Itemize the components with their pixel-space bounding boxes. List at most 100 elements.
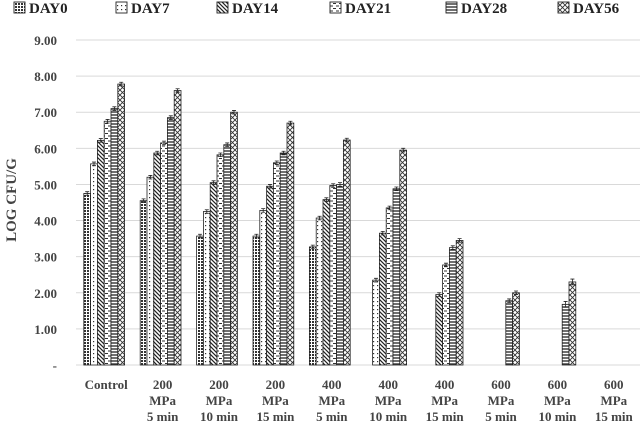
bar-day28-0 <box>110 108 119 366</box>
error-bar <box>218 152 223 158</box>
bar-day14-1 <box>153 152 162 366</box>
error-bar <box>444 262 448 268</box>
bar-day0-4 <box>308 246 317 366</box>
bar-day7-1 <box>146 176 155 366</box>
error-bar <box>98 138 103 143</box>
bar-day7-0 <box>90 163 98 366</box>
bar-day7-2 <box>202 211 211 366</box>
x-axis-category-labels: Control 200 MPa 5 min 200 MPa 10 min 200 MPa 15 m… <box>85 377 634 424</box>
legend-label-day7: DAY7 <box>131 1 170 17</box>
legend: DAY0 DAY7 DAY14 DAY21 DAY28 DAY56 <box>13 1 620 17</box>
bar-day21-2 <box>216 154 225 366</box>
error-bar <box>225 142 230 147</box>
bar-day7-5 <box>372 279 380 366</box>
legend-label-day14: DAY14 <box>232 1 279 17</box>
bar-day56-2 <box>230 111 238 366</box>
bar-day21-4 <box>329 185 337 366</box>
bar-day56-0 <box>117 83 126 366</box>
y-tick-label: 3.00 <box>34 250 57 265</box>
error-bar <box>450 245 455 250</box>
bar-day28-8 <box>561 303 570 366</box>
y-axis-title: LOG CFU/G <box>4 158 20 242</box>
y-tick-label: 1.00 <box>34 322 57 337</box>
y-tick-label: 6.00 <box>34 141 57 156</box>
error-bar <box>317 215 322 221</box>
y-tick-label: 5.00 <box>34 177 57 192</box>
y-tick-label: 8.00 <box>34 69 57 84</box>
bar-day28-6 <box>448 247 457 366</box>
error-bar <box>204 209 209 214</box>
bar-day21-0 <box>103 120 112 366</box>
bar-day56-4 <box>342 139 351 366</box>
error-bar <box>394 186 399 191</box>
bar-day28-4 <box>336 184 344 366</box>
error-bar <box>168 115 173 120</box>
error-bar <box>175 88 180 93</box>
bar-day56-8 <box>568 281 577 366</box>
bar-day14-2 <box>209 182 218 366</box>
x-category-label: Control <box>85 377 128 392</box>
error-bar <box>324 197 329 202</box>
bar-day56-3 <box>286 122 295 366</box>
error-bar <box>105 119 110 124</box>
y-tick-label: 9.00 <box>34 33 57 48</box>
legend-swatch-day56 <box>557 1 570 14</box>
legend-label-day0: DAY0 <box>29 1 68 17</box>
bar-day7-4 <box>315 217 324 366</box>
bar-day0-2 <box>196 235 204 366</box>
x-category-label: 200 MPa 15 min <box>256 377 295 424</box>
x-category-label: 400 MPa 10 min <box>369 377 408 424</box>
bar-day56-5 <box>399 149 407 366</box>
bar-day14-3 <box>266 185 274 366</box>
error-bar <box>162 140 166 146</box>
x-category-label: 200 MPa 10 min <box>200 377 239 424</box>
bar-day28-3 <box>279 152 288 366</box>
x-category-label: 200 MPa 5 min <box>147 377 179 424</box>
x-category-label: 600 MPa 5 min <box>485 377 517 424</box>
error-bar <box>563 301 568 308</box>
bar-day21-6 <box>442 264 450 366</box>
bar-day14-4 <box>322 199 331 366</box>
legend-swatch-day21 <box>329 1 342 14</box>
error-bar <box>374 277 378 283</box>
bar-day21-1 <box>160 142 168 366</box>
error-bar <box>457 238 462 243</box>
error-bar <box>401 147 406 153</box>
error-bar <box>261 208 266 213</box>
error-bar <box>274 160 279 165</box>
bar-day28-2 <box>223 144 232 366</box>
y-axis-tick-labels: - 1.00 2.00 3.00 4.00 5.00 6.00 7.00 8.00 9.00 <box>34 33 57 373</box>
error-bar <box>268 184 272 189</box>
error-bar <box>437 292 442 297</box>
y-tick-label: 4.00 <box>34 214 57 229</box>
x-category-label: 600 MPa 10 min <box>538 377 577 424</box>
error-bar <box>148 175 153 180</box>
y-tick-label: 2.00 <box>34 286 57 301</box>
bar-day7-3 <box>259 210 267 366</box>
error-bar <box>254 233 259 239</box>
legend-swatch-day28 <box>445 1 458 14</box>
error-bar <box>338 182 342 187</box>
error-bar <box>141 198 146 203</box>
bar-day21-5 <box>385 207 394 366</box>
x-category-label: 400 MPa 15 min <box>426 377 465 424</box>
error-bar <box>211 180 216 185</box>
error-bar <box>507 298 512 303</box>
bar-day0-1 <box>139 200 148 366</box>
error-bar <box>119 81 124 87</box>
bar-day56-1 <box>173 90 182 366</box>
error-bar <box>85 191 90 196</box>
y-tick-label: - <box>53 358 57 373</box>
error-bar <box>570 278 575 286</box>
bar-day14-5 <box>378 232 387 366</box>
bar-day28-7 <box>505 300 513 366</box>
bar-day28-1 <box>166 117 175 366</box>
bar-day56-6 <box>455 240 464 366</box>
error-bar <box>331 183 336 188</box>
legend-swatch-day0 <box>13 1 26 14</box>
bar-day0-0 <box>83 193 92 366</box>
legend-label-day28: DAY28 <box>461 1 507 17</box>
x-category-label: 400 MPa 5 min <box>316 377 348 424</box>
